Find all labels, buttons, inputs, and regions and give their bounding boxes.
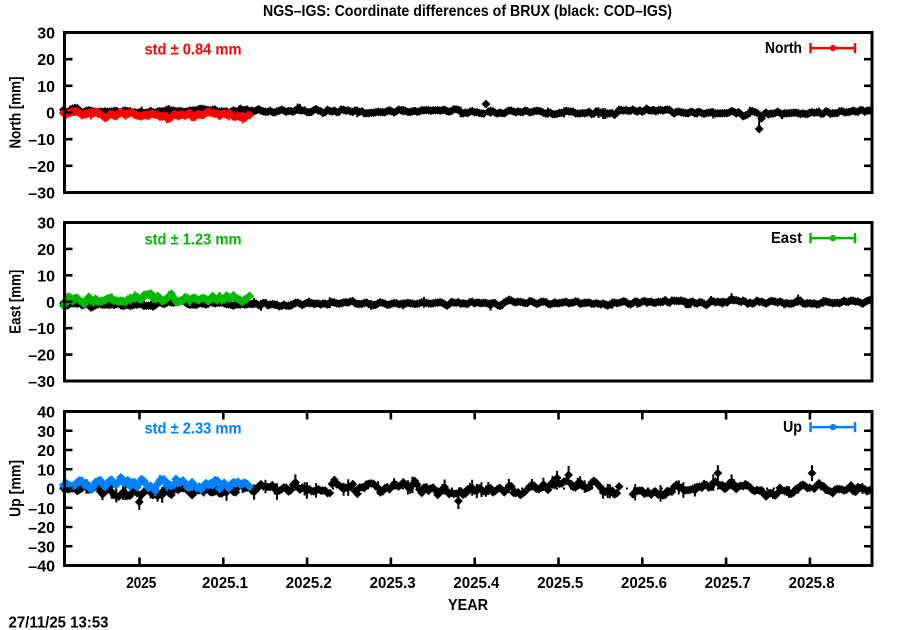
svg-text:10: 10 — [37, 79, 55, 96]
svg-text:NGS–IGS: Coordinate difference: NGS–IGS: Coordinate differences of BRUX … — [263, 3, 672, 20]
svg-text:2025.6: 2025.6 — [621, 575, 667, 592]
svg-text:–20: –20 — [28, 348, 55, 365]
svg-text:2025.8: 2025.8 — [789, 575, 835, 592]
svg-text:2025.7: 2025.7 — [705, 575, 751, 592]
svg-text:std ± 0.84 mm: std ± 0.84 mm — [145, 42, 242, 59]
svg-text:2025.2: 2025.2 — [286, 575, 332, 592]
svg-text:2025.1: 2025.1 — [202, 575, 248, 592]
svg-text:40: 40 — [37, 405, 55, 422]
svg-text:–20: –20 — [28, 159, 55, 176]
svg-text:std ± 1.23 mm: std ± 1.23 mm — [145, 232, 242, 249]
svg-text:std ± 2.33 mm: std ± 2.33 mm — [145, 421, 242, 438]
svg-text:–30: –30 — [28, 539, 55, 556]
svg-text:20: 20 — [37, 52, 55, 69]
svg-text:0: 0 — [46, 106, 55, 123]
svg-text:North: North — [765, 40, 802, 57]
svg-text:10: 10 — [37, 268, 55, 285]
svg-text:–30: –30 — [28, 374, 55, 391]
svg-text:YEAR: YEAR — [448, 597, 488, 614]
svg-text:30: 30 — [37, 26, 55, 43]
svg-text:Up [mm]: Up [mm] — [8, 460, 25, 517]
svg-text:–10: –10 — [28, 132, 55, 149]
svg-text:East [mm]: East [mm] — [8, 270, 25, 334]
svg-text:0: 0 — [46, 482, 55, 499]
svg-text:30: 30 — [37, 216, 55, 233]
svg-text:10: 10 — [37, 462, 55, 479]
svg-text:–10: –10 — [28, 321, 55, 338]
svg-text:2025: 2025 — [126, 575, 156, 592]
svg-text:30: 30 — [37, 424, 55, 441]
svg-text:–20: –20 — [28, 520, 55, 537]
svg-text:0: 0 — [46, 295, 55, 312]
svg-text:27/11/25 13:53: 27/11/25 13:53 — [9, 614, 109, 630]
svg-text:Up: Up — [783, 419, 802, 436]
svg-text:2025.4: 2025.4 — [453, 575, 499, 592]
svg-text:2025.5: 2025.5 — [537, 575, 583, 592]
svg-text:20: 20 — [37, 242, 55, 259]
svg-text:–10: –10 — [28, 501, 55, 518]
svg-text:East: East — [771, 230, 803, 247]
svg-text:–40: –40 — [28, 559, 55, 576]
svg-text:–30: –30 — [28, 186, 55, 203]
svg-text:North [mm]: North [mm] — [8, 77, 25, 149]
svg-text:20: 20 — [37, 443, 55, 460]
svg-text:2025.3: 2025.3 — [370, 575, 416, 592]
